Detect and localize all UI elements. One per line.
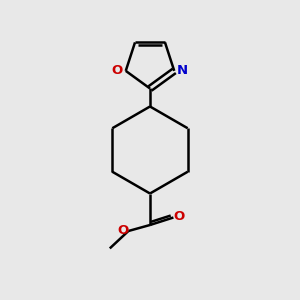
Text: O: O [112,64,123,77]
Text: N: N [176,64,188,77]
Text: O: O [173,210,184,224]
Text: O: O [117,224,128,237]
